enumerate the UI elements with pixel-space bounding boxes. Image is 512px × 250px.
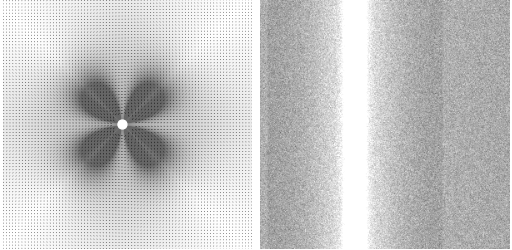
Circle shape bbox=[118, 120, 127, 130]
